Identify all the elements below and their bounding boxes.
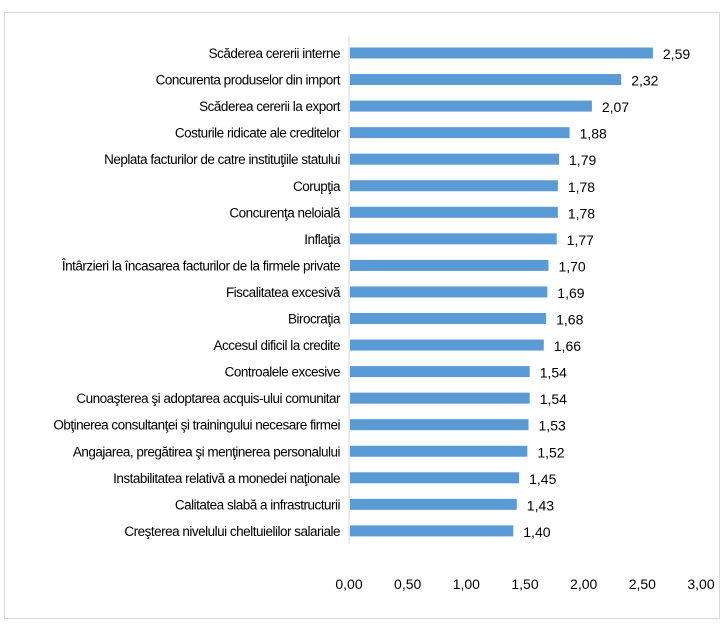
category-label: Instabilitatea relativă a monedei naţion… bbox=[113, 471, 340, 486]
data-label: 1,54 bbox=[540, 391, 567, 407]
bar bbox=[350, 286, 548, 298]
category-label: Scăderea cererii la export bbox=[199, 99, 341, 114]
bar bbox=[350, 498, 517, 510]
category-label: Controalele excesive bbox=[225, 365, 340, 380]
category-label: Concurenţa neloială bbox=[229, 205, 341, 220]
category-label: Obţinerea consultanţei şi trainingului n… bbox=[53, 418, 340, 433]
category-label: Costurile ridicate ale creditelor bbox=[175, 126, 341, 141]
bar bbox=[350, 419, 529, 431]
x-tick-label: 2,50 bbox=[629, 576, 656, 592]
data-label: 2,59 bbox=[663, 46, 690, 62]
bar bbox=[350, 392, 530, 404]
data-label: 1,68 bbox=[556, 312, 583, 328]
data-label: 1,40 bbox=[523, 524, 550, 540]
data-label: 2,07 bbox=[602, 99, 629, 115]
data-label: 1,77 bbox=[567, 232, 594, 248]
category-label: Calitatea slabă a infrastructurii bbox=[175, 497, 341, 512]
category-label: Birocraţia bbox=[288, 312, 341, 327]
x-tick-label: 1,00 bbox=[453, 576, 480, 592]
x-tick-label: 0,50 bbox=[394, 576, 421, 592]
x-tick-label: 3,00 bbox=[687, 576, 714, 592]
category-label: Scăderea cererii interne bbox=[209, 46, 340, 61]
bar bbox=[350, 206, 558, 218]
category-label: Accesul dificil la credite bbox=[213, 338, 340, 353]
category-label: Fiscalitatea excesivă bbox=[226, 285, 341, 300]
bar bbox=[350, 153, 560, 165]
bar bbox=[350, 180, 558, 192]
category-label: Concurenta produselor din import bbox=[156, 73, 341, 88]
category-label: Întârzieri la încasarea facturilor de la… bbox=[61, 258, 340, 273]
data-label: 1,45 bbox=[529, 471, 556, 487]
data-label: 2,32 bbox=[631, 73, 658, 89]
x-tick-label: 2,00 bbox=[570, 576, 597, 592]
bar bbox=[350, 100, 592, 112]
bar bbox=[350, 339, 544, 351]
category-label: Creşterea nivelului cheltuielilor salari… bbox=[124, 524, 340, 539]
data-label: 1,69 bbox=[557, 285, 584, 301]
x-tick-label: 0,00 bbox=[335, 576, 362, 592]
category-label: Neplata facturilor de catre instituţiile… bbox=[104, 152, 340, 167]
data-label: 1,53 bbox=[539, 418, 566, 434]
category-label: Corupţia bbox=[293, 179, 341, 194]
data-label: 1,88 bbox=[580, 126, 607, 142]
value-labels-group: 2,59 2,322,07 1,88 1,79 1,78 1,78 1,77 1,70 1,69… bbox=[523, 46, 690, 540]
bar bbox=[350, 445, 528, 457]
bar bbox=[350, 472, 520, 484]
bar bbox=[350, 47, 653, 59]
category-label: Angajarea, pregătirea şi menţinerea pers… bbox=[73, 444, 341, 459]
data-label: 1,78 bbox=[568, 205, 595, 221]
bar bbox=[350, 525, 514, 537]
data-label: 1,52 bbox=[537, 444, 564, 460]
category-label: Inflaţia bbox=[304, 232, 341, 247]
data-label: 1,66 bbox=[554, 338, 581, 354]
category-label: Cunoaşterea şi adoptarea acquis-ului com… bbox=[76, 391, 341, 406]
bar bbox=[350, 233, 557, 245]
data-label: 1,78 bbox=[568, 179, 595, 195]
bar bbox=[350, 74, 622, 86]
x-tick-labels-group: 0,00 0,50 1,00 1,50 2,00 2,50 3,00 bbox=[335, 576, 714, 592]
data-label: 1,70 bbox=[558, 258, 585, 274]
bar bbox=[350, 313, 547, 324]
bar bbox=[350, 366, 530, 378]
data-label: 1,79 bbox=[569, 152, 596, 168]
bar bbox=[350, 127, 570, 139]
bar bbox=[350, 259, 549, 271]
data-label: 1,54 bbox=[540, 365, 567, 381]
x-tick-label: 1,50 bbox=[511, 576, 538, 592]
category-labels-group: Scăderea cererii interne Concurenta produ… bbox=[53, 46, 341, 539]
bars-group bbox=[350, 47, 653, 537]
data-label: 1,43 bbox=[527, 497, 554, 513]
